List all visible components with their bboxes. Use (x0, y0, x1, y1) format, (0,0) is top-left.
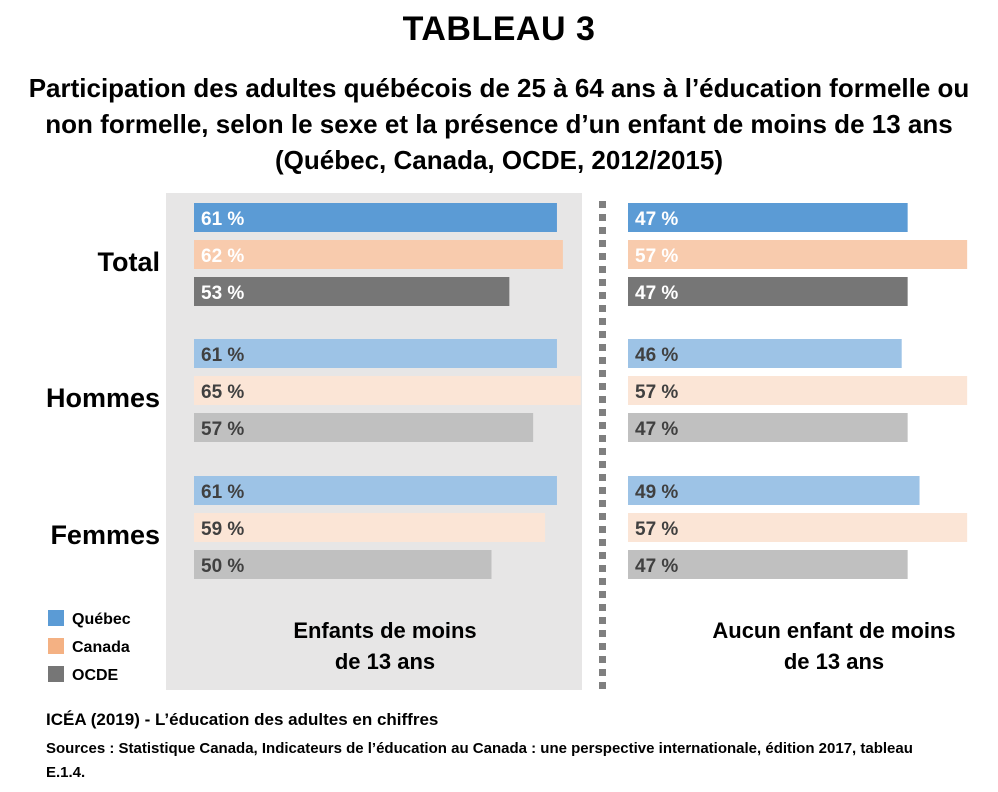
bar-hommes-canada (628, 376, 968, 405)
divider-dot (599, 279, 606, 286)
divider-dot (599, 409, 606, 416)
bar-label: 57 % (635, 519, 678, 540)
legend-label-ocde: OCDE (72, 667, 119, 684)
bar-femmes-canada (194, 513, 546, 542)
panel-label-line2: de 13 ans (784, 649, 884, 674)
panel-label-line1: Enfants de moins (293, 618, 476, 643)
divider-dot (599, 669, 606, 676)
panel-label-line2: de 13 ans (335, 649, 435, 674)
divider-dot (599, 227, 606, 234)
chart-subtitle: Participation des adultes québécois de 2… (28, 73, 970, 175)
divider-dot (599, 526, 606, 533)
divider-dot (599, 240, 606, 247)
bar-label: 59 % (201, 519, 244, 540)
divider-dot (599, 383, 606, 390)
legend-swatch-canada (48, 638, 64, 654)
divider-dot (599, 370, 606, 377)
legend-swatch-quebec (48, 610, 64, 626)
bar-total-canada (628, 240, 968, 269)
divider-dot (599, 435, 606, 442)
bar-total-canada (194, 240, 563, 269)
citation: ICÉA (2019) - L’éducation des adultes en… (46, 710, 439, 729)
bar-label: 50 % (201, 556, 244, 577)
bar-label: 47 % (635, 283, 678, 304)
divider-dot (599, 344, 606, 351)
divider-dot (599, 448, 606, 455)
category-label-hommes: Hommes (46, 383, 160, 413)
divider-dot (599, 357, 606, 364)
bar-label: 47 % (635, 556, 678, 577)
divider-dot (599, 474, 606, 481)
bar-label: 47 % (635, 209, 678, 230)
divider-dot (599, 305, 606, 312)
bar-hommes-canada (194, 376, 581, 405)
divider-dot (599, 422, 606, 429)
panel-label-line1: Aucun enfant de moins (712, 618, 955, 643)
chart-area: 61 % 61 % 61 % 62 % 65 % 59 % 53 % 57 % 50 % Enfa… (46, 193, 968, 690)
divider-dot (599, 591, 606, 598)
divider-dot (599, 331, 606, 338)
bar-total-ocde (194, 277, 510, 306)
bar-hommes-quebec (194, 339, 557, 368)
divider-dot (599, 630, 606, 637)
bar-label: 61 % (201, 482, 244, 503)
bar-total-quebec (628, 203, 908, 232)
divider-dot (599, 253, 606, 260)
bar-hommes-ocde (194, 413, 534, 442)
divider-dot (599, 500, 606, 507)
bar-femmes-quebec (628, 476, 920, 505)
bar-label: 47 % (635, 419, 678, 440)
divider-dot (599, 461, 606, 468)
category-label-total: Total (98, 247, 161, 277)
bar-femmes-ocde (194, 550, 492, 579)
bar-total-quebec (194, 203, 557, 232)
divider-dot (599, 578, 606, 585)
bar-femmes-quebec (194, 476, 557, 505)
divider-dot (599, 487, 606, 494)
bar-hommes-quebec (628, 339, 902, 368)
bar-label: 65 % (201, 382, 244, 403)
bar-label: 57 % (635, 246, 678, 267)
divider-dot (599, 201, 606, 208)
divider-dot (599, 643, 606, 650)
divider-dot (599, 656, 606, 663)
bar-label: 61 % (201, 345, 244, 366)
bar-label: 57 % (201, 419, 244, 440)
divider-dot (599, 604, 606, 611)
divider-dot (599, 266, 606, 273)
chart-title: TABLEAU 3 (402, 10, 596, 48)
bar-femmes-canada (628, 513, 968, 542)
divider-dot (599, 682, 606, 689)
divider-dot (599, 214, 606, 221)
bar-label: 46 % (635, 345, 678, 366)
divider-dot (599, 396, 606, 403)
category-label-femmes: Femmes (50, 520, 160, 550)
bar-label: 57 % (635, 382, 678, 403)
divider-dot (599, 318, 606, 325)
divider-dot (599, 552, 606, 559)
legend-label-canada: Canada (72, 639, 130, 656)
bar-hommes-ocde (628, 413, 908, 442)
divider-dot (599, 292, 606, 299)
bar-label: 61 % (201, 209, 244, 230)
bar-femmes-ocde (628, 550, 908, 579)
bar-label: 62 % (201, 246, 244, 267)
legend-swatch-ocde (48, 666, 64, 682)
bar-label: 49 % (635, 482, 678, 503)
divider-dot (599, 565, 606, 572)
sources-note: Sources : Statistique Canada, Indicateur… (46, 740, 913, 781)
divider-dot (599, 617, 606, 624)
legend-label-quebec: Québec (72, 611, 131, 628)
bar-total-ocde (628, 277, 908, 306)
divider-dot (599, 539, 606, 546)
divider-dot (599, 513, 606, 520)
bar-label: 53 % (201, 283, 244, 304)
